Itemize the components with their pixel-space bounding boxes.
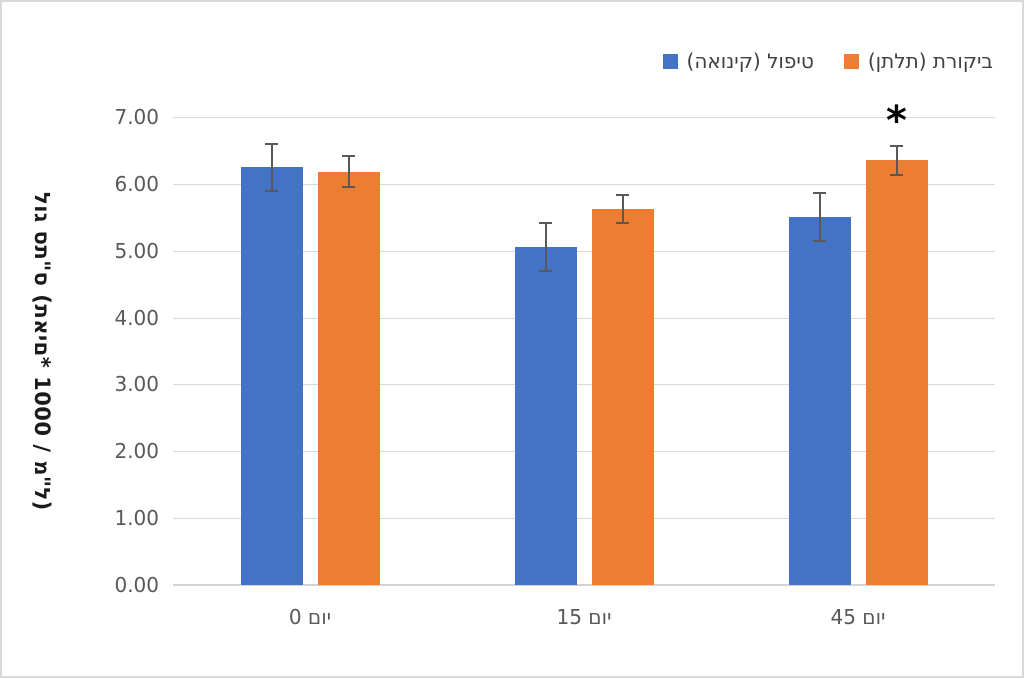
bar-treatment-quinoa — [788, 217, 851, 585]
error-bar — [621, 194, 624, 223]
bar-control-clover — [865, 160, 928, 585]
error-bar-cap — [539, 222, 552, 225]
error-bar-cap — [265, 189, 278, 192]
bar-treatment-quinoa — [514, 247, 577, 585]
error-bar-cap — [342, 155, 355, 158]
plot-area: יום 0 יום 15 יום 45 * — [173, 101, 995, 629]
error-bar-cap — [342, 186, 355, 189]
y-tick-label: 5.00 — [114, 238, 159, 263]
bar-control-clover — [591, 208, 654, 585]
gridline — [173, 183, 995, 185]
gridline — [173, 317, 995, 319]
y-tick-label: 2.00 — [114, 439, 159, 464]
error-bar-cap — [890, 174, 903, 177]
y-tick-label: 7.00 — [114, 105, 159, 129]
x-axis-line — [173, 584, 995, 586]
bar-treatment-quinoa — [240, 167, 303, 585]
legend-item-treatment-quinoa: טיפול (קינואה) — [662, 49, 814, 73]
legend-label-treatment-quinoa: טיפול (קינואה) — [686, 49, 814, 73]
bar-control-clover — [317, 171, 380, 585]
error-bar — [895, 145, 898, 176]
error-bar-cap — [265, 142, 278, 145]
error-bar — [347, 156, 350, 188]
x-category-label: יום 45 — [830, 605, 886, 629]
error-bar — [270, 143, 273, 191]
x-category-label: יום 15 — [556, 605, 612, 629]
y-tick-label: 6.00 — [114, 171, 159, 196]
gridline — [173, 518, 995, 520]
gridline — [173, 384, 995, 386]
legend: טיפול (קינואה) ביקורת (תלתן) — [662, 49, 993, 73]
legend-swatch-clover-icon — [843, 53, 859, 69]
legend-label-control-clover: ביקורת (תלתן) — [867, 49, 993, 73]
y-tick-label: 1.00 — [114, 506, 159, 531]
y-tick-label: 3.00 — [114, 372, 159, 397]
error-bar-cap — [813, 240, 826, 243]
error-bar-cap — [616, 193, 629, 196]
gridline — [173, 250, 995, 252]
y-axis-title: לוג סת"ס (תאים* 1000 / מ"ל) — [30, 191, 54, 511]
error-bar-cap — [539, 270, 552, 273]
gridline — [173, 451, 995, 453]
y-axis-title-box: לוג סת"ס (תאים* 1000 / מ"ל) — [18, 117, 66, 585]
x-category-label: יום 0 — [288, 605, 332, 629]
error-bar — [818, 193, 821, 242]
y-tick-label: 4.00 — [114, 305, 159, 330]
error-bar-cap — [890, 144, 903, 147]
y-tick-label: 0.00 — [114, 573, 159, 597]
legend-item-control-clover: ביקורת (תלתן) — [843, 49, 993, 73]
significance-asterisk: * — [886, 97, 907, 144]
error-bar — [544, 223, 547, 272]
error-bar-cap — [616, 221, 629, 224]
error-bar-cap — [813, 192, 826, 195]
gridline — [173, 117, 995, 118]
legend-swatch-quinoa-icon — [662, 53, 678, 69]
